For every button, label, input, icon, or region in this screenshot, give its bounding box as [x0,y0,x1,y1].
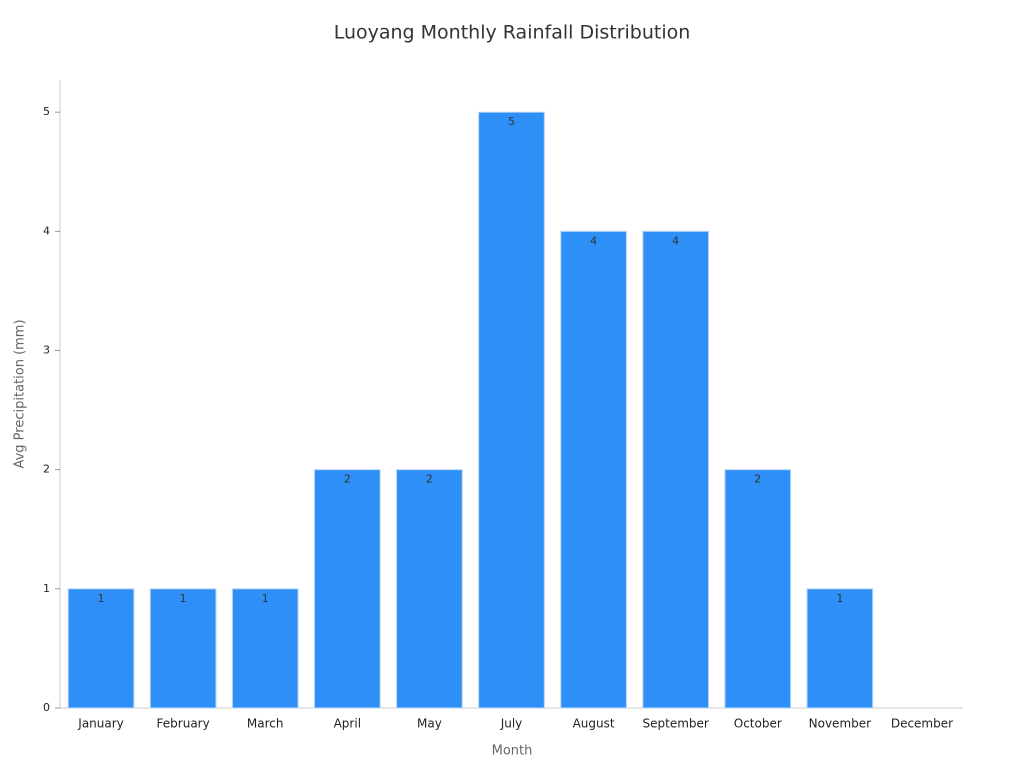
x-tick-label: January [77,717,124,731]
y-tick-label: 3 [43,344,50,357]
bar [313,469,381,709]
x-tick-label: August [573,717,615,731]
x-tick-label: November [809,717,871,731]
x-tick-label: February [157,717,210,731]
x-tick-label: July [500,717,523,731]
x-tick-label: October [734,717,782,731]
bar [478,111,545,709]
bar [231,588,299,709]
bar [67,588,135,709]
data-label: 2 [344,473,351,486]
x-tick-label: March [247,717,284,731]
x-tick-label: May [417,717,442,731]
x-tick-label: September [643,717,709,731]
bar [149,588,217,709]
y-tick-label: 4 [43,224,50,237]
y-tick-label: 0 [43,701,50,714]
y-axis-label: Avg Precipitation (mm) [13,319,28,468]
data-label: 1 [180,592,187,605]
x-tick-label: April [334,717,361,731]
y-tick-label: 2 [43,463,50,476]
y-tick-label: 5 [43,105,50,118]
bar [396,469,463,709]
data-label: 2 [426,473,433,486]
data-label: 1 [836,592,843,605]
x-axis-label: Month [492,744,533,759]
bar [642,230,710,709]
data-label: 1 [98,592,105,605]
bar [560,230,627,709]
data-label: 2 [754,473,761,486]
bar [806,588,874,709]
data-label: 4 [672,234,679,247]
y-tick-label: 1 [43,582,50,595]
data-label: 5 [508,115,515,128]
chart-title: Luoyang Monthly Rainfall Distribution [334,22,691,44]
x-tick-label: December [891,717,953,731]
bar [724,469,792,709]
data-label: 1 [262,592,269,605]
data-label: 4 [590,234,597,247]
